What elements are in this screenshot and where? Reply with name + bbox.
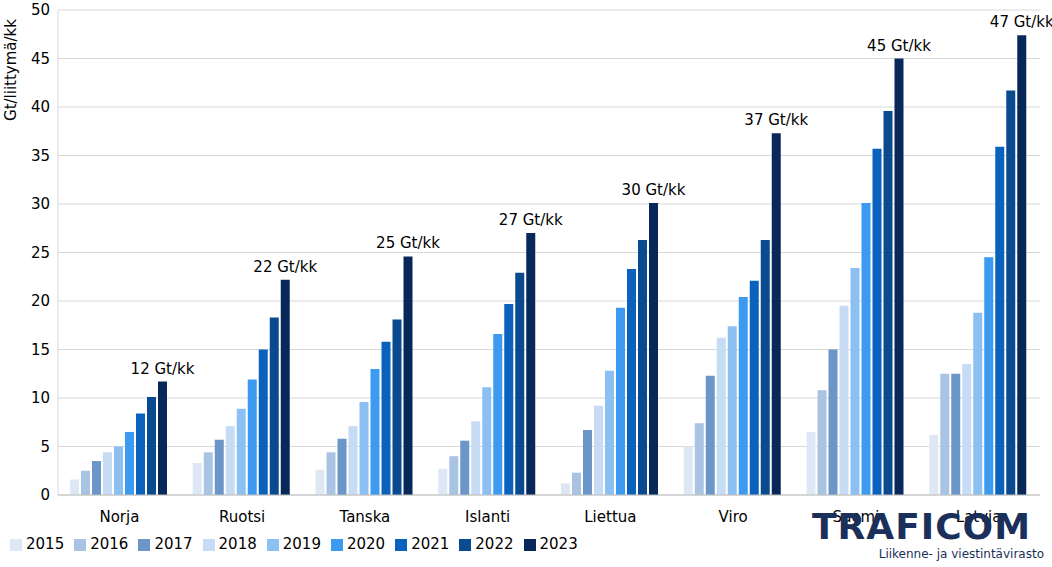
svg-text:Viro: Viro bbox=[719, 508, 748, 526]
svg-text:12 Gt/kk: 12 Gt/kk bbox=[131, 360, 195, 378]
svg-text:45 Gt/kk: 45 Gt/kk bbox=[867, 37, 931, 55]
svg-text:25 Gt/kk: 25 Gt/kk bbox=[376, 234, 440, 252]
html-text:2017: 2017 bbox=[154, 535, 193, 553]
svg-text:Islanti: Islanti bbox=[465, 508, 510, 526]
svg-text:Tanska: Tanska bbox=[338, 508, 390, 526]
svg-text:27 Gt/kk: 27 Gt/kk bbox=[499, 211, 563, 229]
svg-text:40: 40 bbox=[31, 98, 50, 116]
svg-text:15: 15 bbox=[31, 341, 50, 359]
svg-text:50: 50 bbox=[31, 1, 50, 19]
html-text:Liikenne- ja viestintävirasto: Liikenne- ja viestintävirasto bbox=[878, 547, 1044, 561]
html-text:2016: 2016 bbox=[90, 535, 129, 553]
html-text:2015: 2015 bbox=[26, 535, 65, 553]
html-text:2019: 2019 bbox=[282, 535, 321, 553]
svg-text:Norja: Norja bbox=[99, 508, 139, 526]
html-text:TRAFICOM: TRAFICOM bbox=[812, 506, 1031, 547]
svg-text:10: 10 bbox=[31, 389, 50, 407]
svg-text:25: 25 bbox=[31, 244, 50, 262]
svg-text:30: 30 bbox=[31, 195, 50, 213]
html-text:2018: 2018 bbox=[218, 535, 257, 553]
svg-text:0: 0 bbox=[40, 486, 50, 504]
html-text:2022: 2022 bbox=[475, 535, 514, 553]
svg-text:5: 5 bbox=[40, 438, 50, 456]
svg-text:45: 45 bbox=[31, 50, 50, 68]
svg-text:Gt/liittymä/kk: Gt/liittymä/kk bbox=[8, 19, 20, 121]
svg-text:22 Gt/kk: 22 Gt/kk bbox=[253, 258, 317, 276]
svg-text:20: 20 bbox=[31, 292, 50, 310]
svg-text:Ruotsi: Ruotsi bbox=[219, 508, 265, 526]
svg-text:35: 35 bbox=[31, 147, 50, 165]
html-text:2023: 2023 bbox=[539, 535, 578, 553]
svg-text:30 Gt/kk: 30 Gt/kk bbox=[622, 181, 686, 199]
html-text:2021: 2021 bbox=[411, 535, 450, 553]
html-text:2020: 2020 bbox=[346, 535, 386, 553]
svg-text:47 Gt/kk: 47 Gt/kk bbox=[990, 13, 1044, 31]
svg-text:Liettua: Liettua bbox=[584, 508, 636, 526]
svg-text:37 Gt/kk: 37 Gt/kk bbox=[744, 111, 808, 129]
